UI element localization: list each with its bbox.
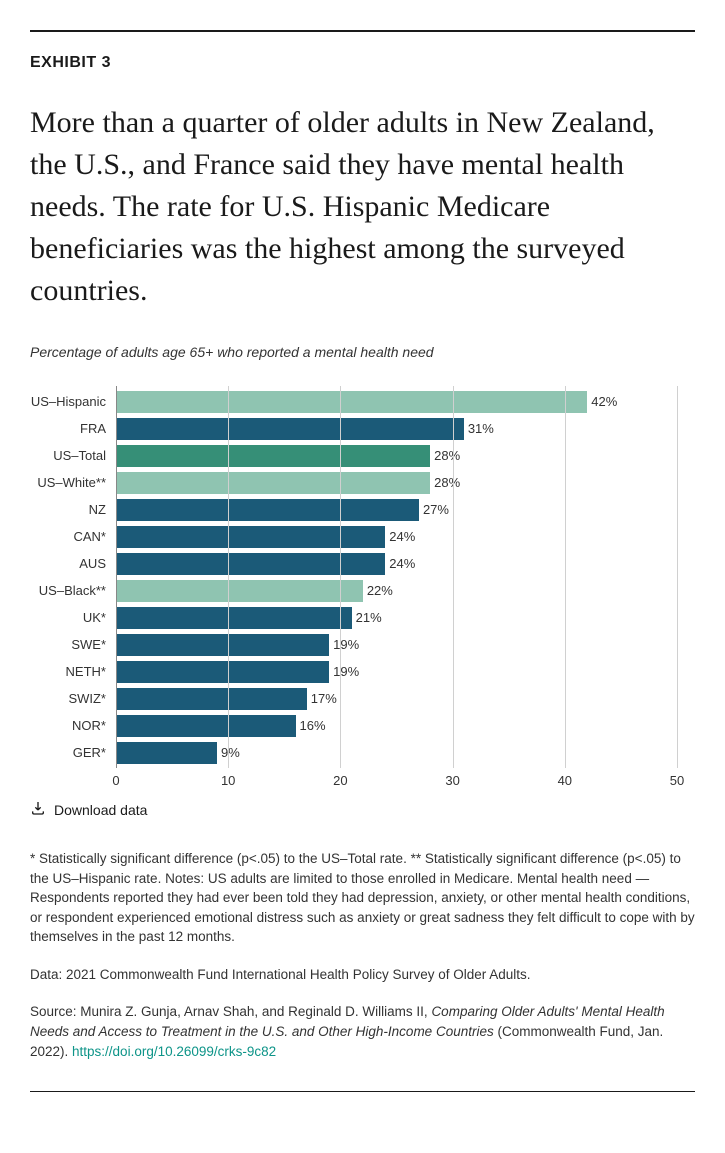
footnote-stats: * Statistically significant difference (…	[30, 849, 695, 947]
gridline	[228, 386, 229, 768]
bar-row: GER*9%	[116, 742, 677, 764]
x-tick-label: 0	[112, 773, 119, 788]
x-tick-label: 50	[670, 773, 684, 788]
gridline	[453, 386, 454, 768]
download-label: Download data	[54, 802, 147, 818]
bar-category-label: NOR*	[26, 715, 106, 737]
bar	[116, 607, 352, 629]
gridline	[116, 386, 117, 768]
x-tick-label: 40	[558, 773, 572, 788]
gridline	[340, 386, 341, 768]
bar-row: NETH*19%	[116, 661, 677, 683]
bar-value-label: 24%	[389, 553, 415, 575]
bar-row: US–Total28%	[116, 445, 677, 467]
bar-value-label: 42%	[591, 391, 617, 413]
bar-row: US–White**28%	[116, 472, 677, 494]
bar-category-label: FRA	[26, 418, 106, 440]
bar	[116, 688, 307, 710]
bar	[116, 715, 296, 737]
bar-row: NOR*16%	[116, 715, 677, 737]
headline: More than a quarter of older adults in N…	[30, 102, 695, 312]
bar-value-label: 19%	[333, 634, 359, 656]
bar-value-label: 19%	[333, 661, 359, 683]
exhibit-label: EXHIBIT 3	[30, 54, 695, 72]
bar-value-label: 27%	[423, 499, 449, 521]
bar-row: UK*21%	[116, 607, 677, 629]
bar-category-label: US–Total	[26, 445, 106, 467]
bar-row: AUS24%	[116, 553, 677, 575]
bar-category-label: NZ	[26, 499, 106, 521]
download-data-button[interactable]: Download data	[30, 800, 147, 819]
x-tick-label: 30	[445, 773, 459, 788]
bar-category-label: NETH*	[26, 661, 106, 683]
bar-value-label: 9%	[221, 742, 240, 764]
bar-value-label: 21%	[356, 607, 382, 629]
bar-row: SWE*19%	[116, 634, 677, 656]
download-icon	[30, 800, 46, 819]
bar-value-label: 22%	[367, 580, 393, 602]
bar-row: NZ27%	[116, 499, 677, 521]
bar	[116, 418, 464, 440]
source-prefix: Source: Munira Z. Gunja, Arnav Shah, and…	[30, 1004, 431, 1019]
bar	[116, 742, 217, 764]
bar	[116, 661, 329, 683]
bar-category-label: SWE*	[26, 634, 106, 656]
bar-value-label: 31%	[468, 418, 494, 440]
bar	[116, 634, 329, 656]
bar	[116, 580, 363, 602]
bottom-rule	[30, 1091, 695, 1092]
bar-value-label: 28%	[434, 445, 460, 467]
bar-value-label: 16%	[300, 715, 326, 737]
source-link[interactable]: https://doi.org/10.26099/crks-9c82	[72, 1044, 276, 1059]
bar-row: FRA31%	[116, 418, 677, 440]
x-tick-label: 10	[221, 773, 235, 788]
bar	[116, 472, 430, 494]
bar-category-label: AUS	[26, 553, 106, 575]
chart-subtitle: Percentage of adults age 65+ who reporte…	[30, 344, 695, 360]
bar	[116, 499, 419, 521]
bar-chart: US–Hispanic42% FRA31% US–Total28% US–White*…	[30, 386, 695, 786]
bar-row: US–Hispanic42%	[116, 391, 677, 413]
source-line: Source: Munira Z. Gunja, Arnav Shah, and…	[30, 1002, 695, 1061]
bar-category-label: GER*	[26, 742, 106, 764]
bar-category-label: CAN*	[26, 526, 106, 548]
bar-category-label: UK*	[26, 607, 106, 629]
plot-area: US–Hispanic42% FRA31% US–Total28% US–White*…	[116, 386, 677, 786]
footnote-data: Data: 2021 Commonwealth Fund Internation…	[30, 965, 695, 985]
bar-value-label: 17%	[311, 688, 337, 710]
x-tick-label: 20	[333, 773, 347, 788]
bar-value-label: 24%	[389, 526, 415, 548]
bar-category-label: US–Hispanic	[26, 391, 106, 413]
gridline	[565, 386, 566, 768]
top-rule	[30, 30, 695, 32]
bars-container: US–Hispanic42% FRA31% US–Total28% US–White*…	[116, 386, 677, 768]
bar	[116, 391, 587, 413]
bar-value-label: 28%	[434, 472, 460, 494]
bar	[116, 526, 385, 548]
bar-row: CAN*24%	[116, 526, 677, 548]
bar-row: SWIZ*17%	[116, 688, 677, 710]
gridline	[677, 386, 678, 768]
bar	[116, 445, 430, 467]
bar	[116, 553, 385, 575]
bar-category-label: US–Black**	[26, 580, 106, 602]
bar-category-label: US–White**	[26, 472, 106, 494]
bar-category-label: SWIZ*	[26, 688, 106, 710]
bar-row: US–Black**22%	[116, 580, 677, 602]
